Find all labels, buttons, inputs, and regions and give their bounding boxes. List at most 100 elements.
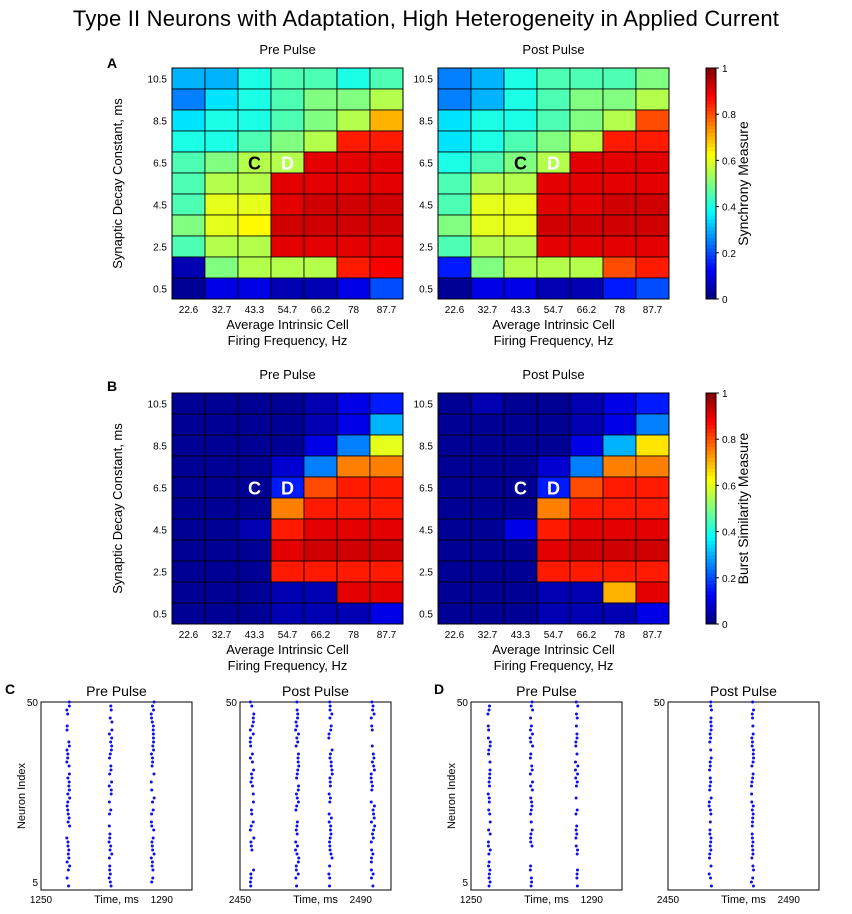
spike-point (295, 804, 299, 808)
spike-point (294, 744, 298, 748)
colorbar-tick-label: 0.8 (722, 435, 736, 446)
heatmap-cell (602, 455, 637, 478)
x-axis-label: Average Intrinsic Cell (226, 642, 349, 657)
spike-point (575, 716, 579, 720)
colorbar-swatch (706, 114, 716, 120)
spike-point (108, 832, 112, 836)
spike-point (751, 760, 755, 764)
spike-point (295, 736, 299, 740)
colorbar-swatch (706, 154, 716, 159)
colorbar-swatch (706, 205, 716, 210)
heatmap-cell (369, 130, 404, 153)
spike-point (752, 756, 756, 760)
spike-point (709, 716, 713, 720)
heatmap-cell (437, 130, 472, 153)
spike-point (529, 884, 533, 888)
spike-point (66, 800, 70, 804)
spike-point (370, 848, 374, 852)
spike-point (328, 836, 332, 840)
spike-point (151, 708, 155, 712)
heatmap-cell (602, 172, 637, 195)
colorbar-swatch (706, 497, 716, 502)
x-axis-label: Firing Frequency, Hz (228, 333, 348, 348)
heatmap-cell (470, 497, 505, 520)
heatmap-cell (336, 277, 371, 300)
heatmap-cell (336, 214, 371, 237)
spike-point (107, 800, 111, 804)
colorbar-A: 0 0.2 0.4 0.6 0.8 1 Synchrony Measure (705, 64, 751, 306)
spike-point (295, 824, 299, 828)
spike-point (708, 760, 712, 764)
colorbar-swatch (706, 151, 716, 156)
colorbar-swatch (706, 421, 716, 426)
spike-point (107, 824, 111, 828)
heatmap-cell (602, 497, 637, 520)
heatmap-cell (369, 392, 404, 415)
spike-point (248, 880, 252, 884)
spike-point (751, 848, 755, 852)
spike-point (329, 764, 333, 768)
spike-point (329, 728, 333, 732)
heatmap-cell (270, 455, 305, 478)
spike-point (109, 808, 113, 812)
spike-point (488, 868, 492, 872)
y-tick-label: 4.5 (153, 201, 167, 212)
spike-point (150, 720, 154, 724)
spike-point (751, 876, 755, 880)
cell-marker-D: D (547, 154, 560, 174)
spike-point (250, 724, 254, 728)
spike-point (371, 852, 375, 856)
spike-point (151, 800, 155, 804)
heatmap-cell (204, 560, 239, 583)
spike-point (575, 884, 579, 888)
colorbar-swatch (706, 562, 716, 567)
plot-frame (40, 701, 193, 891)
heatmap-cell (237, 518, 272, 541)
colorbar-swatch (706, 241, 716, 246)
spike-point (750, 820, 754, 824)
spike-point (574, 712, 578, 716)
heatmap-cell (171, 392, 206, 415)
spike-point (248, 756, 252, 760)
spike-point (369, 772, 373, 776)
spike-point (328, 884, 332, 888)
spike-point (250, 772, 254, 776)
colorbar-swatch (706, 472, 716, 477)
spike-point (529, 724, 533, 728)
heatmap-cell (470, 602, 505, 625)
spike-point (149, 856, 153, 860)
colorbar-swatch (706, 620, 716, 625)
colorbar-swatch (706, 194, 716, 199)
spike-point (708, 832, 712, 836)
heatmap-cell (270, 602, 305, 625)
heatmap-cell (336, 560, 371, 583)
colorbar-tick-label: 0.4 (722, 203, 736, 214)
heatmap-cell (437, 539, 472, 562)
spike-point (295, 772, 299, 776)
spike-point (150, 824, 154, 828)
heatmap-cell (204, 109, 239, 132)
spike-point (109, 748, 113, 752)
spike-point (576, 772, 580, 776)
spike-point (250, 812, 254, 816)
y-tick-label: 0.5 (419, 285, 433, 296)
heatmap-cell (336, 581, 371, 604)
spike-point (370, 744, 374, 748)
spike-point (328, 776, 332, 780)
spike-point (530, 764, 534, 768)
heatmap-cell (437, 497, 472, 520)
colorbar-swatch (706, 277, 716, 282)
heatmap-cell (602, 581, 637, 604)
spike-point (488, 832, 492, 836)
colorbar-swatch (706, 140, 716, 145)
spike-point (110, 728, 114, 732)
heatmap-cell (569, 602, 604, 625)
x-tick-label: 87.7 (377, 305, 397, 316)
heatmap-cell (204, 256, 239, 279)
spike-point (328, 828, 332, 832)
y-tick-label: 8.5 (153, 117, 167, 128)
y-axis-label: Neuron Index (446, 762, 458, 829)
heatmap-cell (171, 560, 206, 583)
spike-point (252, 768, 256, 772)
spike-point (149, 820, 153, 824)
